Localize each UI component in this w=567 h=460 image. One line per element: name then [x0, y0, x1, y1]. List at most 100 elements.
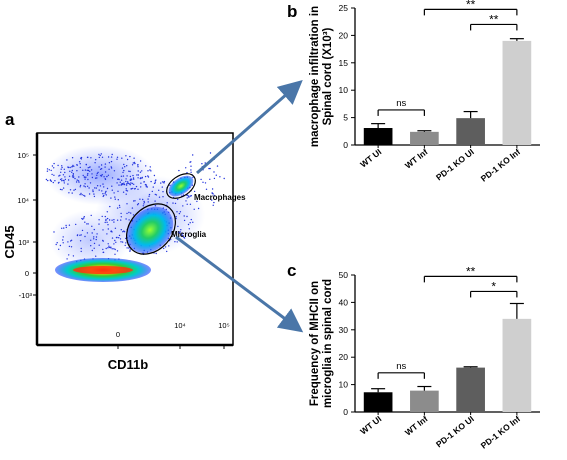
scatter-dot — [110, 156, 113, 158]
scatter-dot — [105, 194, 108, 196]
scatter-dot — [154, 193, 156, 196]
panel-letter-a: a — [5, 110, 15, 129]
scatter-dot — [48, 169, 50, 171]
scatter-dot — [67, 183, 69, 185]
scatter-dot — [209, 167, 211, 170]
scatter-dot — [140, 186, 142, 188]
scatter-dot — [84, 186, 87, 188]
scatter-dot — [111, 153, 113, 156]
scatter-dot — [186, 215, 188, 218]
scatter-dot — [105, 190, 107, 193]
scatter-dot — [134, 162, 136, 165]
scatter-dot — [93, 193, 95, 195]
scatter-dot — [93, 242, 96, 245]
scatter-dot — [84, 178, 86, 180]
scatter-dot — [80, 250, 82, 253]
scatter-dot — [113, 170, 116, 172]
scatter-dot — [147, 170, 149, 172]
scatter-dot — [158, 189, 160, 191]
scatter-dot — [87, 167, 90, 169]
scatter-dot — [134, 187, 136, 190]
x-tick-label: PD-1 KO Inf — [479, 414, 523, 451]
scatter-dot — [49, 179, 52, 181]
y-tick-label: 10⁵ — [18, 151, 29, 160]
scatter-dot — [110, 166, 112, 168]
scatter-dot — [84, 176, 86, 178]
scatter-dot — [133, 157, 135, 159]
scatter-dot — [56, 242, 58, 244]
scatter-dot — [114, 196, 116, 198]
scatter-dot — [126, 190, 129, 192]
scatter-dot — [51, 173, 53, 176]
scatter-dot — [151, 190, 153, 193]
bar-chart-macrophage-infiltration: b 0 5 10 15 20 25 macrophage infiltration in Spi… — [287, 0, 540, 184]
scatter-dot — [93, 247, 95, 249]
scatter-dot — [141, 170, 143, 172]
scatter-dot — [107, 174, 110, 176]
scatter-dot — [149, 166, 151, 168]
scatter-dot — [104, 171, 107, 173]
scatter-dot — [65, 224, 67, 227]
scatter-dot — [88, 187, 90, 189]
scatter-dot — [123, 183, 126, 186]
scatter-dot — [91, 173, 93, 175]
scatter-dot — [188, 228, 190, 230]
scatter-dot — [111, 177, 114, 179]
scatter-dot — [95, 238, 97, 241]
scatter-dot — [50, 169, 52, 172]
scatter-dot — [78, 161, 81, 163]
scatter-dot — [110, 247, 112, 249]
scatter-dot — [190, 169, 192, 171]
scatter-dot — [185, 167, 187, 169]
scatter-dot — [93, 195, 96, 198]
scatter-dot — [162, 196, 164, 198]
scatter-dot — [68, 224, 71, 226]
scatter-dot — [139, 160, 142, 162]
scatter-dot — [100, 153, 103, 155]
scatter-dot — [211, 199, 213, 201]
scatter-dot — [176, 241, 178, 243]
scatter-dot — [103, 176, 105, 178]
scatter-dot — [178, 169, 180, 172]
scatter-dot — [136, 204, 139, 206]
scatter-dot — [67, 166, 69, 168]
scatter-dot — [125, 178, 127, 180]
scatter-dot — [216, 165, 219, 167]
scatter-dot — [180, 229, 182, 231]
significance-label: ns — [396, 98, 406, 109]
gate-label-macrophages: Macrophages — [194, 193, 246, 202]
scatter-dot — [123, 182, 125, 184]
scatter-dot — [130, 178, 132, 180]
scatter-dot — [106, 217, 109, 220]
scatter-dot — [158, 196, 161, 198]
y-tick-label: 40 — [339, 297, 349, 307]
x-tick-label: WT UI — [358, 147, 383, 170]
scatter-dot — [103, 186, 105, 188]
scatter-dot — [196, 200, 198, 203]
scatter-dot — [177, 231, 180, 233]
x-tick-label: WT Inf — [403, 414, 430, 438]
scatter-dot — [90, 245, 92, 247]
scatter-dot — [211, 192, 214, 194]
significance-label: ** — [489, 12, 499, 26]
scatter-dot — [190, 161, 192, 163]
scatter-dot — [79, 234, 81, 236]
scatter-dot — [189, 222, 191, 224]
scatter-dot — [72, 176, 74, 179]
scatter-dot — [86, 174, 89, 176]
scatter-dot — [201, 163, 203, 165]
scatter-dot — [61, 178, 63, 180]
scatter-dot — [187, 223, 190, 226]
y-axis-label: microglia in spinal cord — [322, 279, 334, 408]
scatter-dot — [132, 214, 135, 216]
scatter-dot — [76, 234, 79, 237]
scatter-dot — [86, 223, 88, 225]
scatter-dot — [197, 207, 200, 210]
scatter-dot — [104, 166, 106, 168]
scatter-dot — [129, 175, 132, 178]
scatter-dot — [102, 239, 104, 242]
scatter-dot — [100, 175, 103, 177]
scatter-dot — [75, 223, 77, 226]
scatter-dot — [107, 243, 109, 245]
scatter-dot — [126, 165, 128, 167]
